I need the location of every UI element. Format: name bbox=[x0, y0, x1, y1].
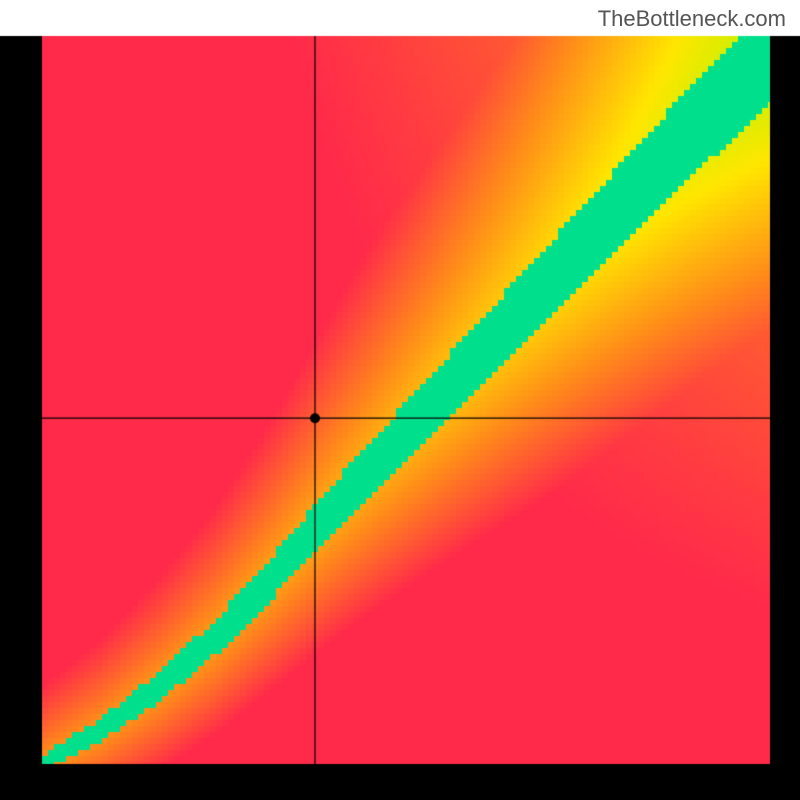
chart-container: TheBottleneck.com bbox=[0, 0, 800, 800]
bottleneck-heatmap bbox=[0, 0, 800, 800]
watermark-text: TheBottleneck.com bbox=[598, 6, 786, 32]
